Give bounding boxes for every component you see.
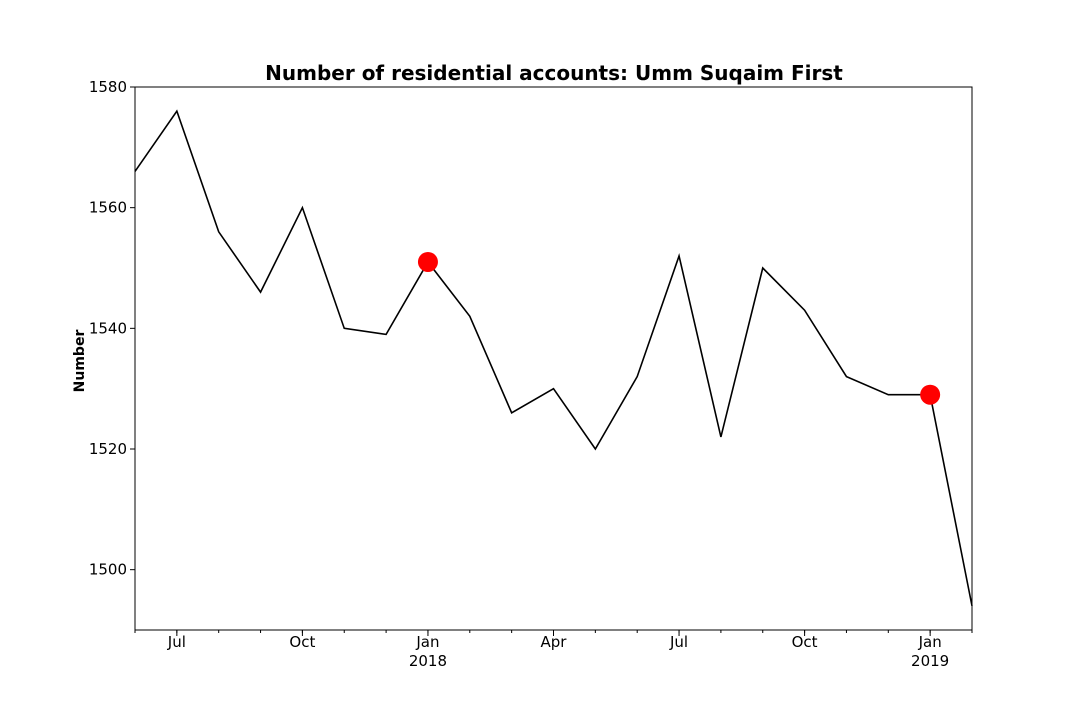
y-tick-label: 1500 bbox=[89, 561, 127, 579]
series-layer bbox=[134, 109, 973, 607]
y-tick-label: 1520 bbox=[89, 440, 127, 458]
x-tick-year-label: 2018 bbox=[409, 652, 447, 670]
highlight-point bbox=[920, 384, 941, 405]
x-tick-label: Oct bbox=[289, 633, 315, 651]
plot-frame bbox=[134, 86, 973, 631]
x-tick-label: Jul bbox=[669, 633, 688, 651]
series-line bbox=[134, 109, 973, 607]
x-tick-label: Apr bbox=[541, 633, 568, 651]
x-tick-label: Oct bbox=[792, 633, 818, 651]
chart-title: Number of residential accounts: Umm Suqa… bbox=[265, 61, 843, 85]
x-tick-label: Jan bbox=[918, 633, 942, 651]
y-tick-label: 1540 bbox=[89, 319, 127, 337]
y-axis-label: Number bbox=[72, 330, 88, 393]
y-tick-label: 1560 bbox=[89, 199, 127, 217]
x-tick-label: Jul bbox=[167, 633, 186, 651]
x-tick-label: Jan bbox=[415, 633, 439, 651]
x-tick-year-label: 2019 bbox=[911, 652, 949, 670]
highlight-point bbox=[417, 251, 438, 272]
highlight-points bbox=[417, 251, 941, 405]
y-tick-label: 1580 bbox=[89, 78, 127, 96]
